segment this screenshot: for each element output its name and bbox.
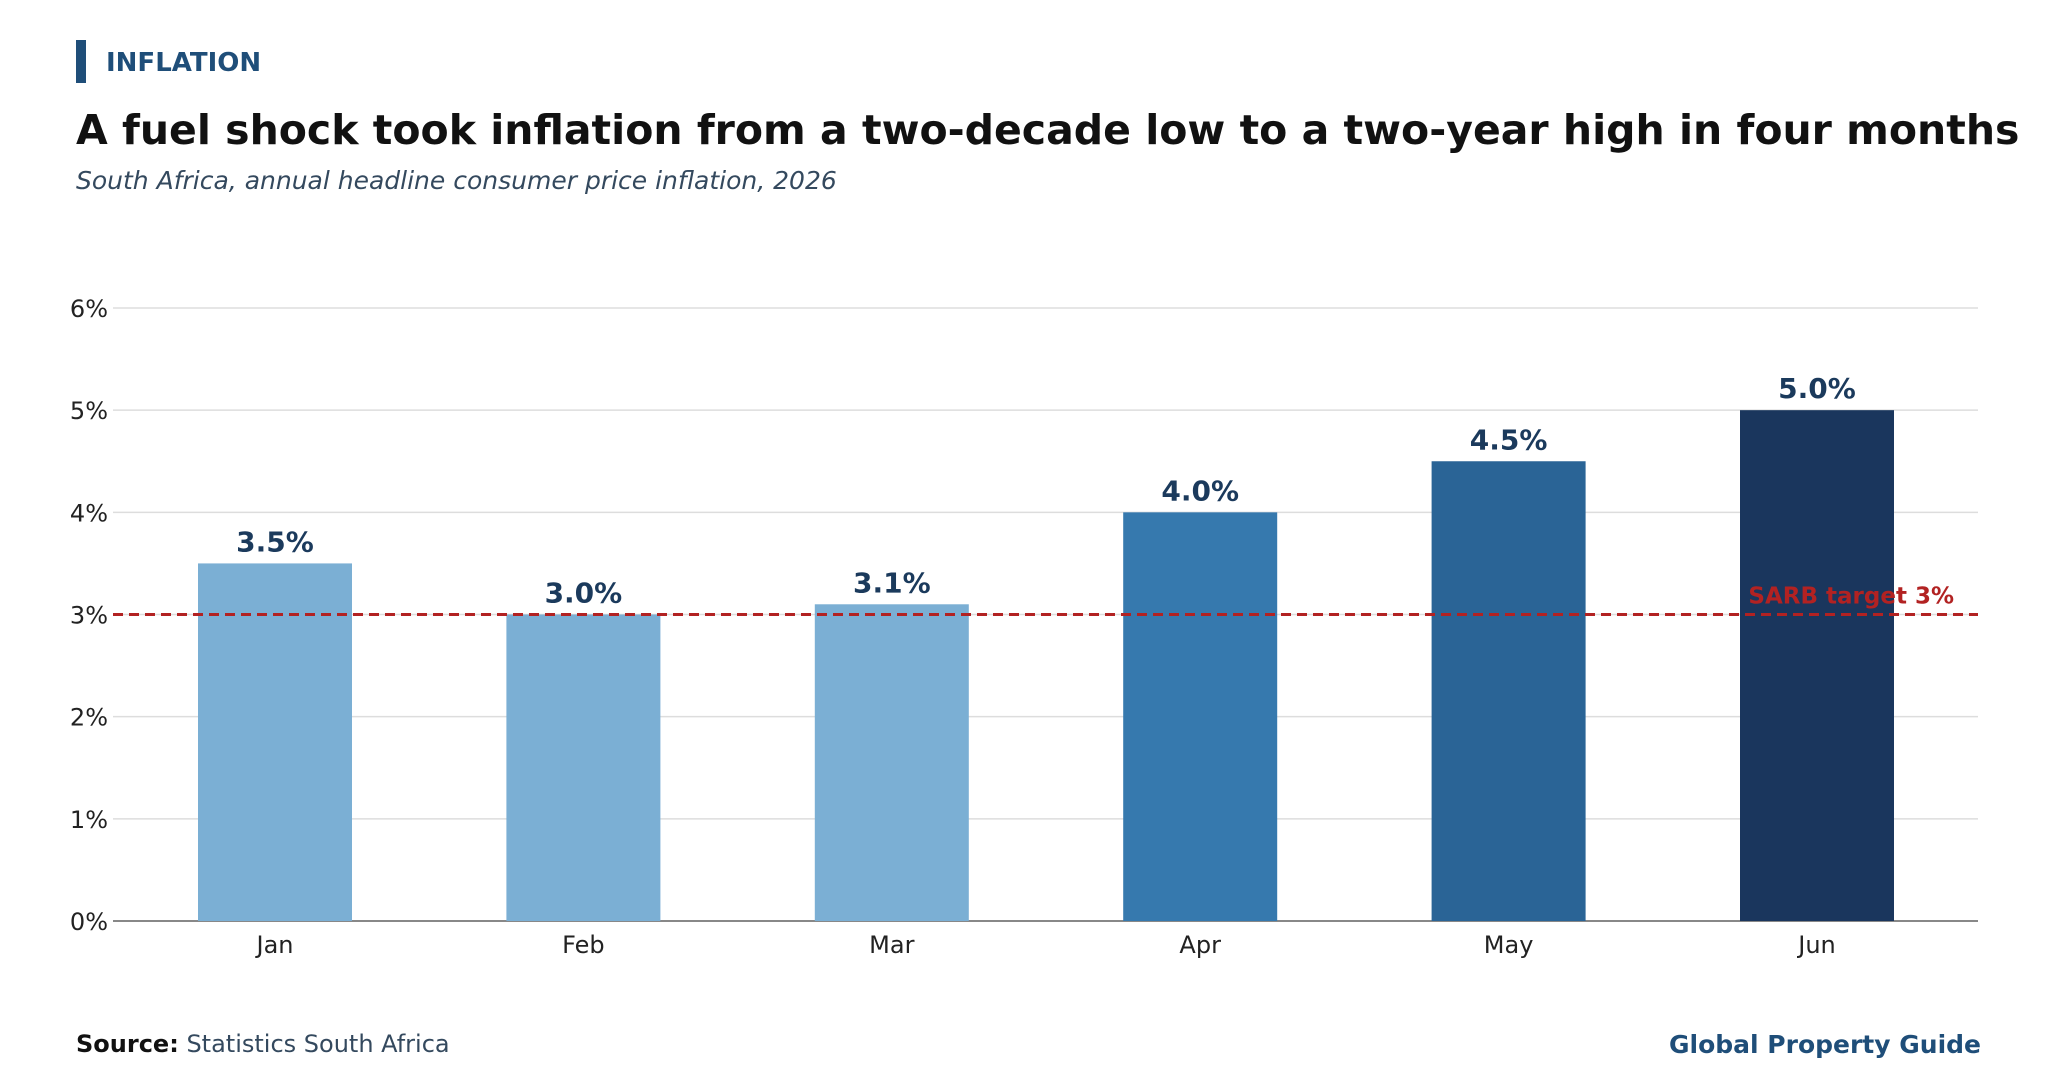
x-tick-label: Feb: [562, 931, 605, 959]
bar-value-label: 3.5%: [236, 525, 314, 558]
grid-lines: [113, 307, 1978, 922]
x-tick-label: Apr: [1179, 931, 1221, 959]
target-line-label: SARB target 3%: [1748, 584, 1954, 610]
chart-title: A fuel shock took inflation from a two-d…: [76, 106, 2020, 154]
bar: [814, 604, 969, 921]
bar-value-label: 3.1%: [853, 566, 931, 599]
data-labels: 3.5% 3.0% 3.1% 4.0% 4.5% 5.0%: [236, 372, 1856, 609]
x-tick-label: Mar: [869, 931, 914, 959]
bar: [1123, 512, 1278, 921]
y-tick-label: 2%: [70, 704, 108, 732]
x-axis-ticks: Jan Feb Mar Apr May Jun: [255, 931, 1836, 959]
kicker-accent-bar: [76, 40, 86, 83]
source-label: Source:: [76, 1030, 179, 1058]
y-tick-label: 0%: [70, 908, 108, 936]
y-axis-ticks: 0% 1% 2% 3% 4% 5% 6%: [70, 295, 108, 936]
bar: [506, 614, 661, 921]
y-tick-label: 3%: [70, 602, 108, 630]
bar-value-label: 4.5%: [1470, 423, 1548, 456]
chart-subtitle: South Africa, annual headline consumer p…: [76, 166, 837, 195]
bar: [198, 563, 352, 921]
x-tick-label: May: [1484, 931, 1534, 959]
bar: [1431, 461, 1586, 921]
y-tick-label: 1%: [70, 806, 108, 834]
y-tick-label: 4%: [70, 499, 108, 527]
target-line-group: SARB target 3%: [113, 584, 1978, 616]
bar-value-label: 5.0%: [1778, 372, 1856, 405]
bar: [1740, 410, 1894, 921]
y-tick-label: 5%: [70, 397, 108, 425]
bar-value-label: 3.0%: [545, 577, 623, 610]
bars: [198, 410, 1894, 921]
brand-logo-text: Global Property Guide: [1669, 1030, 1981, 1059]
x-tick-label: Jan: [255, 931, 294, 959]
source-note: Source: Statistics South Africa: [76, 1032, 450, 1056]
x-tick-label: Jun: [1796, 931, 1836, 959]
y-tick-label: 6%: [70, 295, 108, 323]
bar-chart: 0%1%2%3%4%5%6% 3.5%3.0% 3.1%4.0%4.5%5.0% …: [70, 295, 1978, 959]
kicker-label: INFLATION: [106, 48, 262, 78]
bar-value-label: 4.0%: [1161, 474, 1239, 507]
source-text: Statistics South Africa: [186, 1030, 450, 1058]
